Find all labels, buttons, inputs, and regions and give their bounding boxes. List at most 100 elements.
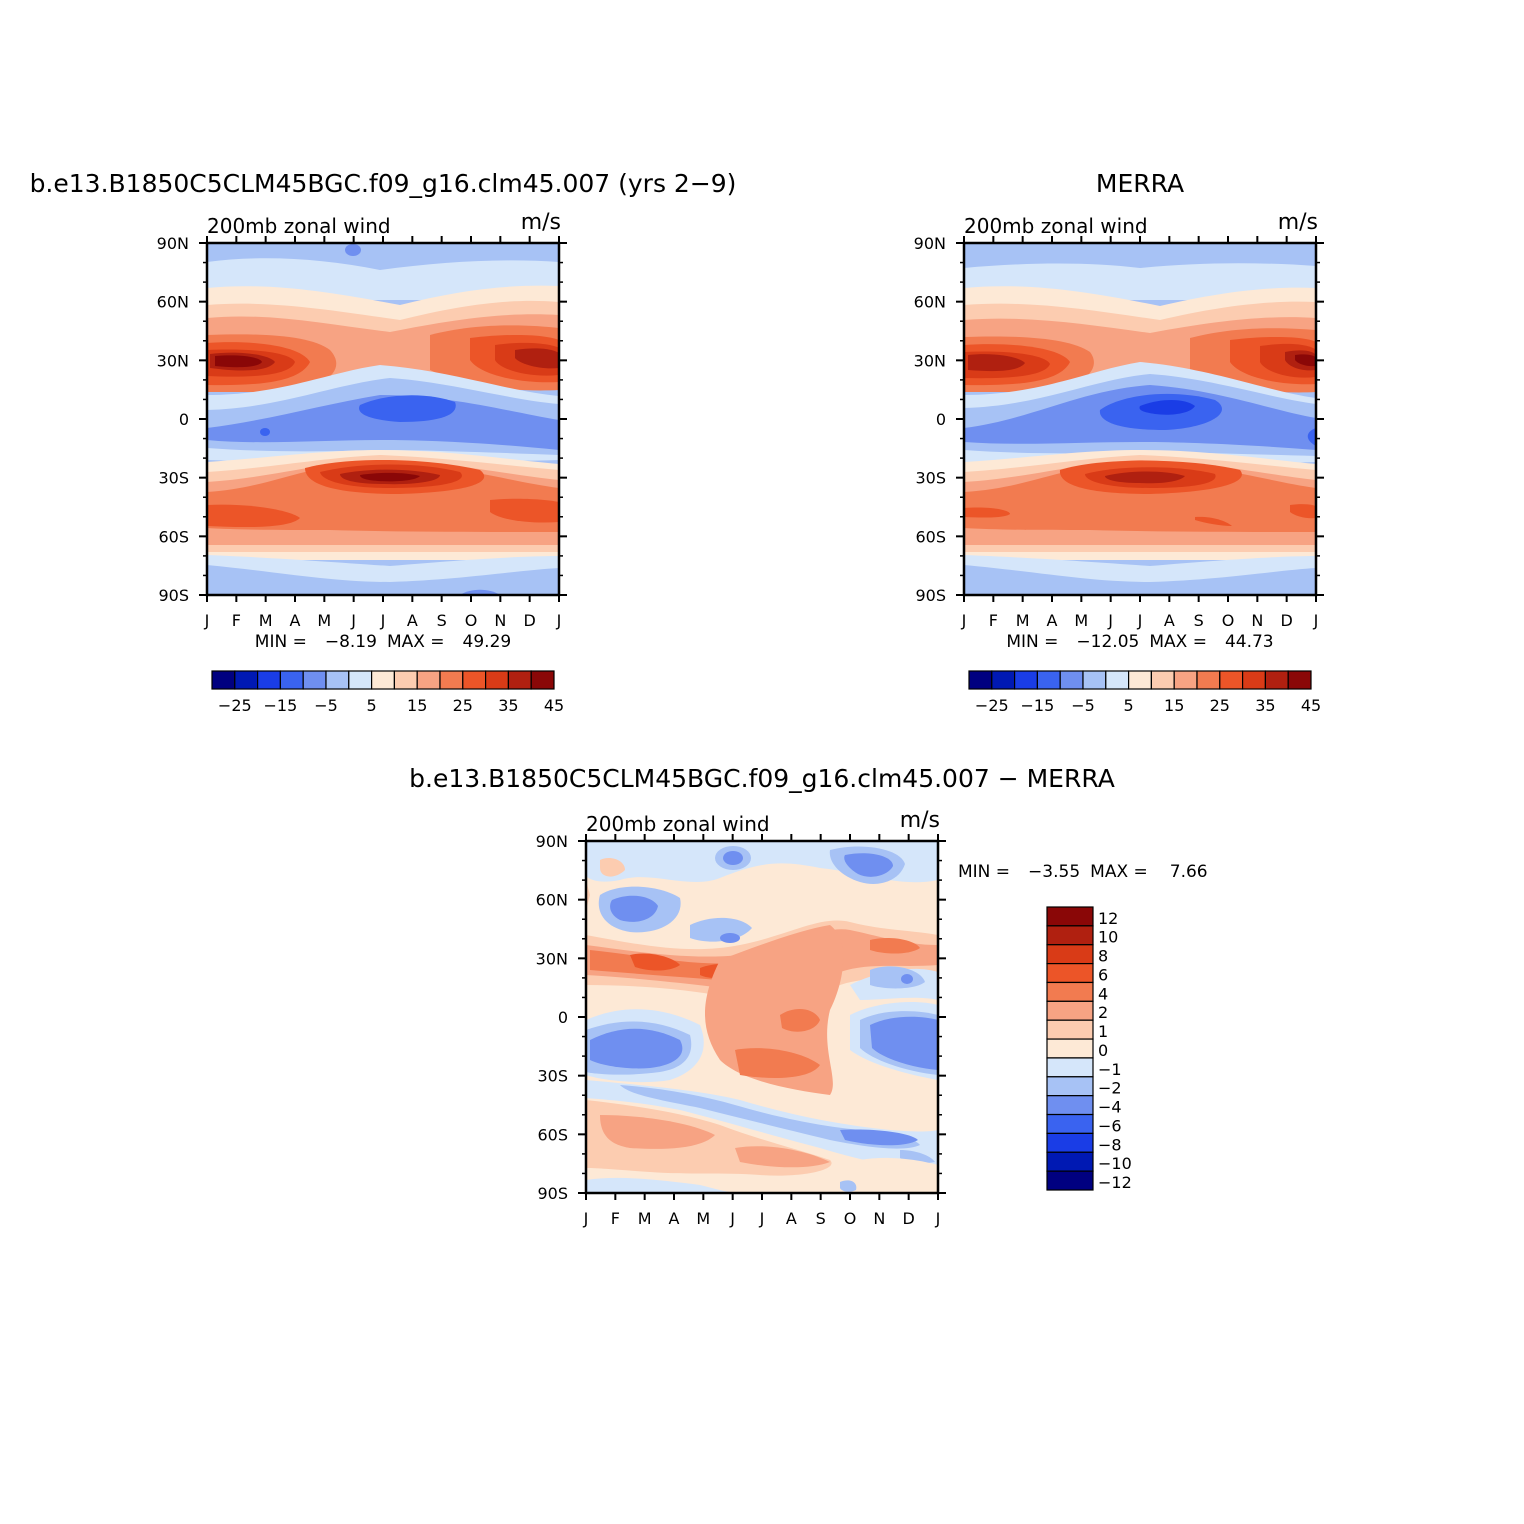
colorbar-label: −1	[1098, 1060, 1122, 1079]
panel-diff-title: b.e13.B1850C5CLM45BGC.f09_g16.clm45.007 …	[409, 764, 1115, 793]
colorbar-swatch	[1046, 944, 1094, 965]
colorbar-swatch	[1082, 670, 1107, 690]
colorbar-label: 12	[1098, 909, 1118, 928]
y-tick-label: 30S	[158, 469, 189, 488]
x-tick-label: O	[1222, 611, 1235, 630]
panel-model-colorbar: −25 −15 −5 5 15 25 35 45	[211, 670, 564, 715]
y-tick-label: 0	[179, 410, 189, 429]
x-tick-label: F	[989, 611, 998, 630]
colorbar-label: 45	[1301, 696, 1321, 715]
x-tick-label: N	[873, 1209, 885, 1228]
y-tick-label: 60S	[158, 527, 189, 546]
x-tick-label: J	[583, 1209, 589, 1228]
colorbar-swatch	[1046, 1038, 1094, 1059]
panel-model-right-string: m/s	[521, 210, 561, 235]
panel-obs-right-string: m/s	[1278, 210, 1318, 235]
y-tick-label: 90S	[915, 586, 946, 605]
colorbar-swatch	[530, 670, 555, 690]
colorbar-label: −12	[1098, 1173, 1132, 1192]
colorbar-swatch	[1036, 670, 1061, 690]
x-tick-label: J	[961, 611, 967, 630]
colorbar-swatch	[439, 670, 464, 690]
panel-obs-title: MERRA	[1096, 169, 1184, 198]
colorbar-label: 0	[1098, 1041, 1108, 1060]
y-tick-label: 90N	[157, 234, 189, 253]
x-tick-label: S	[1194, 611, 1204, 630]
colorbar-swatch	[968, 670, 993, 690]
colorbar-label: 5	[1124, 696, 1134, 715]
colorbar-swatch	[485, 670, 510, 690]
y-tick-label: 60N	[157, 293, 189, 312]
panel-model-stats: MIN = −8.19 MAX = 49.29	[255, 632, 511, 652]
x-tick-label: A	[786, 1209, 797, 1228]
y-tick-label: 90N	[536, 832, 568, 851]
colorbar-label: 8	[1098, 947, 1108, 966]
colorbar-swatch	[1287, 670, 1312, 690]
colorbar-label: −8	[1098, 1135, 1122, 1154]
x-tick-label: J	[350, 611, 356, 630]
colorbar-swatch	[1046, 1170, 1094, 1191]
colorbar-label: −5	[1071, 696, 1095, 715]
x-tick-label: J	[1313, 611, 1319, 630]
x-tick-label: F	[611, 1209, 620, 1228]
x-tick-label: F	[232, 611, 241, 630]
x-tick-label: J	[204, 611, 210, 630]
x-tick-label: A	[290, 611, 301, 630]
y-tick-label: 0	[936, 410, 946, 429]
colorbar-swatch	[1241, 670, 1266, 690]
x-tick-label: N	[494, 611, 506, 630]
x-tick-label: O	[465, 611, 478, 630]
y-tick-label: 0	[558, 1008, 568, 1027]
y-tick-label: 30S	[915, 469, 946, 488]
x-tick-label: D	[903, 1209, 915, 1228]
colorbar-swatch	[1046, 1000, 1094, 1021]
x-tick-label: M	[317, 611, 331, 630]
colorbar-swatch	[234, 670, 259, 690]
colorbar-label: 5	[367, 696, 377, 715]
x-tick-label: A	[1047, 611, 1058, 630]
x-tick-label: O	[844, 1209, 857, 1228]
y-tick-label: 60N	[914, 293, 946, 312]
colorbar-swatch	[1105, 670, 1130, 690]
colorbar-swatch	[462, 670, 487, 690]
panel-diff-field	[586, 841, 938, 1193]
y-tick-label: 30N	[536, 949, 568, 968]
x-tick-label: M	[1074, 611, 1088, 630]
colorbar-label: −2	[1098, 1079, 1122, 1098]
x-tick-label: S	[437, 611, 447, 630]
colorbar-label: −25	[218, 696, 252, 715]
x-tick-label: A	[407, 611, 418, 630]
panel-model-left-string: 200mb zonal wind	[207, 214, 391, 238]
colorbar-swatch	[279, 670, 304, 690]
colorbar-label: 35	[1255, 696, 1275, 715]
x-tick-label: D	[524, 611, 536, 630]
colorbar-swatch	[371, 670, 396, 690]
panel-diff: b.e13.B1850C5CLM45BGC.f09_g16.clm45.007 …	[409, 764, 1207, 1228]
colorbar-label: 4	[1098, 984, 1108, 1003]
panel-obs-stats: MIN = −12.05 MAX = 44.73	[1006, 632, 1273, 652]
panel-model: b.e13.B1850C5CLM45BGC.f09_g16.clm45.007 …	[30, 169, 737, 715]
colorbar-label: −25	[975, 696, 1009, 715]
panel-obs-field	[964, 243, 1316, 595]
colorbar-label: 1	[1098, 1022, 1108, 1041]
y-tick-label: 60S	[915, 527, 946, 546]
x-tick-label: S	[816, 1209, 826, 1228]
y-tick-label: 30S	[537, 1067, 568, 1086]
colorbar-swatch	[1046, 925, 1094, 946]
colorbar-label: 10	[1098, 928, 1118, 947]
y-tick-label: 90S	[537, 1184, 568, 1203]
panel-diff-left-string: 200mb zonal wind	[586, 812, 770, 836]
x-tick-label: J	[759, 1209, 765, 1228]
x-tick-label: J	[935, 1209, 941, 1228]
colorbar-label: −15	[264, 696, 298, 715]
panel-obs: MERRA 200mb zonal wind m/s	[914, 169, 1324, 715]
colorbar-label: −15	[1021, 696, 1055, 715]
colorbar-swatch	[1013, 670, 1038, 690]
colorbar-label: 6	[1098, 965, 1108, 984]
colorbar-label: 25	[453, 696, 473, 715]
panel-model-title: b.e13.B1850C5CLM45BGC.f09_g16.clm45.007 …	[30, 169, 737, 198]
x-tick-label: J	[380, 611, 386, 630]
